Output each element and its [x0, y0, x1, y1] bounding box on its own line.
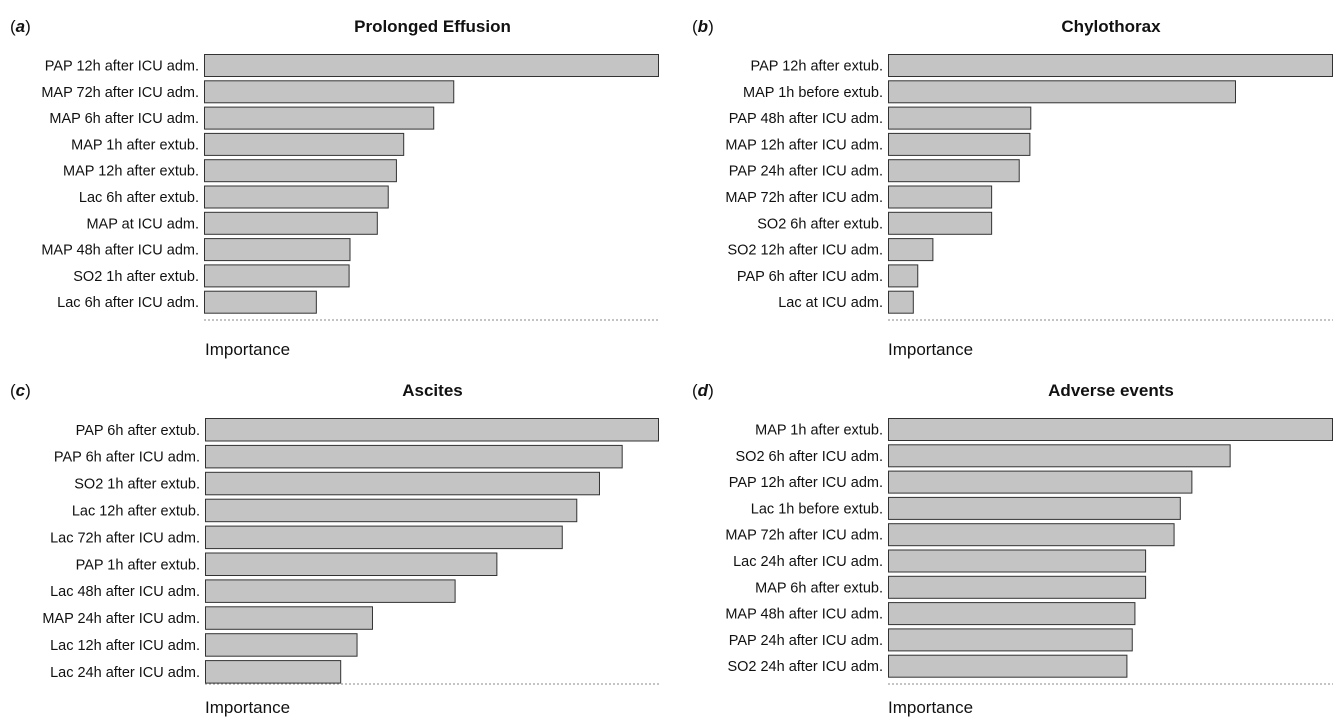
bar: [888, 628, 1133, 652]
category-label: Lac 24h after ICU adm.: [50, 665, 200, 681]
category-label: Lac 6h after ICU adm.: [57, 295, 199, 311]
category-label: SO2 12h after ICU adm.: [727, 243, 883, 259]
category-label: PAP 6h after ICU adm.: [54, 450, 200, 466]
bar: [204, 159, 397, 183]
category-label: MAP 6h after extub.: [755, 580, 883, 596]
category-label: MAP at ICU adm.: [86, 216, 199, 232]
bar: [888, 654, 1128, 678]
bar: [205, 418, 659, 442]
category-label: Lac 6h after extub.: [79, 190, 199, 206]
category-label: MAP 48h after ICU adm.: [41, 243, 199, 259]
bar-chart-c: PAP 6h after extub. PAP 6h after ICU adm.…: [42, 418, 659, 685]
category-label: Lac 1h before extub.: [751, 501, 883, 517]
bar: [888, 418, 1333, 441]
bar: [205, 444, 623, 469]
category-label: MAP 72h after ICU adm.: [725, 528, 883, 544]
bar-chart-d: MAP 1h after extub. SO2 6h after ICU adm.…: [725, 418, 1333, 685]
category-label: PAP 6h after extub.: [76, 423, 200, 439]
bar: [204, 132, 405, 156]
category-label: Lac 48h after ICU adm.: [50, 584, 200, 600]
bar: [888, 185, 993, 209]
category-label: MAP 48h after ICU adm.: [725, 607, 883, 623]
bar: [888, 264, 919, 288]
category-label: PAP 24h after ICU adm.: [729, 633, 883, 649]
bar: [205, 606, 373, 630]
chart-title: Adverse events: [1048, 381, 1174, 400]
chart-title: Ascites: [402, 381, 463, 400]
bar: [204, 264, 350, 288]
category-label: MAP 12h after ICU adm.: [725, 137, 883, 153]
category-label: Lac 12h after ICU adm.: [50, 638, 200, 654]
category-label: Lac 24h after ICU adm.: [733, 554, 883, 570]
category-label: SO2 6h after ICU adm.: [736, 449, 883, 465]
category-label: PAP 12h after extub.: [751, 59, 883, 75]
x-axis-label: Importance: [205, 698, 291, 717]
chart-title: Chylothorax: [1061, 17, 1161, 36]
category-label: MAP 1h before extub.: [743, 85, 883, 101]
bar: [888, 238, 934, 262]
x-axis-label: Importance: [888, 340, 974, 359]
bar: [888, 496, 1181, 520]
category-label: PAP 12h after ICU adm.: [729, 475, 883, 491]
chart-title: Prolonged Effusion: [354, 17, 511, 36]
category-label: PAP 6h after ICU adm.: [737, 269, 883, 285]
bar: [204, 211, 378, 235]
category-label: MAP 24h after ICU adm.: [42, 611, 200, 627]
bar: [204, 290, 317, 314]
category-label: SO2 1h after extub.: [74, 477, 200, 493]
bar: [888, 132, 1031, 156]
panel-letter: (b): [692, 17, 714, 36]
bar: [205, 660, 342, 684]
bar: [204, 106, 435, 130]
bar: [204, 54, 659, 77]
bar: [204, 238, 351, 262]
category-label: Lac at ICU adm.: [778, 295, 883, 311]
category-label: MAP 72h after ICU adm.: [41, 85, 199, 101]
category-label: SO2 1h after extub.: [73, 269, 199, 285]
bar: [888, 290, 914, 314]
bar: [888, 602, 1136, 626]
category-label: SO2 24h after ICU adm.: [727, 659, 883, 675]
category-label: PAP 48h after ICU adm.: [729, 111, 883, 127]
bar: [204, 185, 389, 209]
panel-letter: (c): [10, 381, 31, 400]
bar-chart-b: PAP 12h after extub. MAP 1h before extub.…: [725, 54, 1333, 321]
bar: [888, 575, 1147, 599]
x-axis-label: Importance: [888, 698, 974, 717]
category-label: SO2 6h after extub.: [757, 216, 883, 232]
category-label: MAP 6h after ICU adm.: [49, 111, 199, 127]
bar: [888, 54, 1333, 77]
bar: [205, 579, 456, 603]
bar: [205, 633, 358, 657]
bar: [205, 525, 563, 550]
x-axis-label: Importance: [205, 340, 291, 359]
bar: [205, 552, 498, 576]
bar: [205, 498, 578, 523]
category-label: Lac 12h after extub.: [72, 503, 200, 519]
category-label: MAP 1h after extub.: [71, 137, 199, 153]
category-label: MAP 12h after extub.: [63, 164, 199, 180]
bar: [888, 523, 1175, 547]
bar: [204, 80, 455, 104]
bar: [888, 549, 1147, 573]
category-label: PAP 12h after ICU adm.: [45, 59, 199, 75]
bar: [888, 470, 1193, 494]
panel-letter: (a): [10, 17, 31, 36]
category-label: Lac 72h after ICU adm.: [50, 530, 200, 546]
bar: [888, 159, 1020, 183]
category-label: PAP 24h after ICU adm.: [729, 164, 883, 180]
category-label: MAP 1h after extub.: [755, 423, 883, 439]
bar-chart-a: PAP 12h after ICU adm. MAP 72h after ICU …: [41, 54, 659, 321]
bar: [205, 471, 600, 496]
bar: [888, 106, 1032, 130]
bar: [888, 80, 1236, 104]
bar: [888, 211, 993, 235]
bar: [888, 444, 1231, 468]
category-label: PAP 1h after extub.: [76, 557, 200, 573]
panel-letter: (d): [692, 381, 714, 400]
category-label: MAP 72h after ICU adm.: [725, 190, 883, 206]
